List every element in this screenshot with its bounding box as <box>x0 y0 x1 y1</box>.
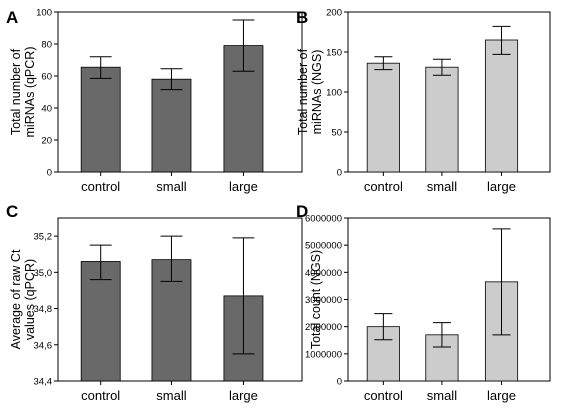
y-tick-label: 1000000 <box>305 349 342 360</box>
y-tick-label: 100 <box>326 88 342 99</box>
y-axis-title: Total count (NGS) <box>309 250 323 349</box>
x-tick-label-large: large <box>229 179 258 194</box>
x-tick-label-large: large <box>487 388 516 403</box>
bar-control <box>81 67 120 172</box>
y-axis-title: miRNAs (NGS) <box>310 50 324 135</box>
y-axis-title: Total number of <box>296 48 310 135</box>
x-tick-label-small: small <box>427 179 457 194</box>
y-axis-title: miRNAs (qPCR) <box>23 47 37 138</box>
y-tick-label: 34,6 <box>34 340 53 351</box>
y-tick-label: 60 <box>41 72 52 83</box>
x-tick-label-small: small <box>156 179 186 194</box>
y-tick-label: 0 <box>47 168 52 179</box>
panel-letter: C <box>6 202 18 221</box>
chart-panel-b: B 0 50 100 150 200 control small large Total numb… <box>296 8 550 195</box>
bar-small <box>426 67 458 172</box>
bar-control <box>367 63 399 172</box>
x-tick-label-control: control <box>81 179 120 194</box>
y-tick-label: 80 <box>41 40 52 51</box>
y-tick-label: 40 <box>41 104 52 115</box>
y-axis-title: values (qPCR) <box>23 259 37 340</box>
y-tick-label: 50 <box>331 128 342 139</box>
bar-large <box>485 40 517 172</box>
y-tick-label: 35,2 <box>34 232 53 243</box>
x-tick-label-control: control <box>364 388 403 403</box>
x-tick-label-control: control <box>364 179 403 194</box>
x-tick-label-large: large <box>229 388 258 403</box>
x-tick-label-large: large <box>487 179 516 194</box>
y-tick-label: 100 <box>36 8 52 19</box>
chart-panel-d: D010000002000000300000040000005000000600… <box>296 202 550 403</box>
panel-letter: B <box>296 8 308 27</box>
y-tick-label: 6000000 <box>305 214 342 225</box>
y-tick-label: 20 <box>41 136 52 147</box>
panel-letter: A <box>6 8 18 27</box>
y-axis-title: Total number of <box>9 48 23 135</box>
x-tick-label-small: small <box>156 388 186 403</box>
x-tick-label-control: control <box>81 388 120 403</box>
y-tick-label: 0 <box>337 168 342 179</box>
bar-small <box>152 79 191 172</box>
y-tick-label: 150 <box>326 48 342 59</box>
y-tick-label: 200 <box>326 8 342 19</box>
chart-panel-a: A 0 20 40 60 80 100 control small large Total numb… <box>6 8 302 195</box>
y-tick-label: 0 <box>337 377 342 388</box>
x-tick-label-small: small <box>427 388 457 403</box>
y-tick-label: 34,4 <box>34 377 53 388</box>
y-axis-title: Average of raw Ct <box>9 249 23 349</box>
